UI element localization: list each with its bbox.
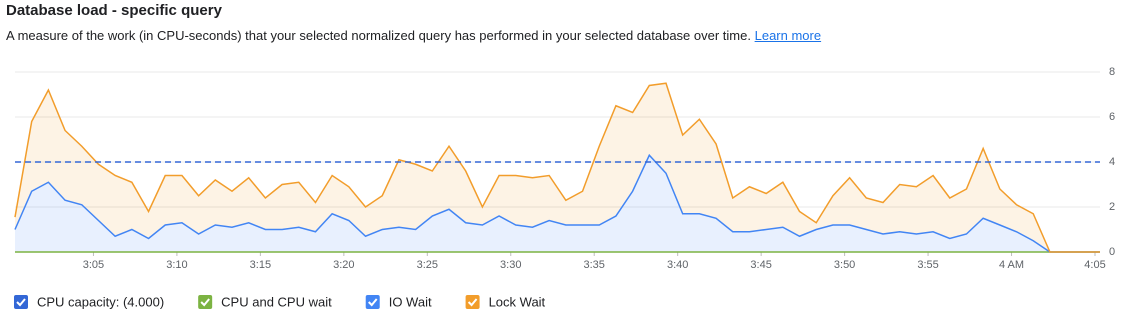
check-mark: [200, 298, 210, 307]
legend-checkbox[interactable]: [198, 295, 213, 309]
legend-item[interactable]: CPU and CPU wait: [198, 294, 332, 309]
x-tick-label: 3:40: [667, 259, 688, 271]
check-mark: [467, 298, 478, 307]
series-line: [14, 153, 1100, 253]
y-tick-label: 2: [1109, 201, 1115, 213]
legend-checkbox[interactable]: [14, 295, 28, 309]
x-tick-label: 3:45: [750, 259, 771, 271]
y-tick-label: 0: [1109, 246, 1115, 258]
y-tick-label: 8: [1109, 66, 1115, 78]
x-tick-label: 3:55: [917, 259, 938, 271]
legend-label: CPU capacity: (4.000): [37, 294, 164, 309]
subtitle-text: A measure of the work (in CPU-seconds) t…: [6, 28, 751, 43]
legend-label: CPU and CPU wait: [221, 294, 332, 309]
x-tick-label: 4:05: [1084, 259, 1105, 271]
x-tick-label: 4 AM: [999, 259, 1024, 271]
area-fill: [15, 83, 1100, 252]
legend-label: IO Wait: [389, 294, 432, 309]
x-tick-label: 3:15: [250, 259, 271, 271]
learn-more-link[interactable]: Learn more: [754, 28, 822, 43]
y-tick-label: 6: [1109, 111, 1115, 123]
legend-item[interactable]: Lock Wait: [465, 294, 546, 309]
x-tick-label: 3:30: [500, 259, 521, 271]
y-tick-label: 4: [1109, 156, 1115, 168]
chart-subtitle: A measure of the work (in CPU-seconds) t…: [6, 28, 821, 43]
area-fill: [15, 155, 1100, 252]
x-tick-label: 3:25: [417, 259, 438, 271]
check-mark: [16, 298, 26, 307]
x-tick-label: 3:35: [584, 259, 605, 271]
series-line: [14, 82, 1100, 253]
chart-title: Database load - specific query: [6, 2, 222, 19]
x-tick-label: 3:05: [83, 259, 104, 271]
legend-checkbox[interactable]: [365, 295, 380, 309]
legend-item[interactable]: IO Wait: [365, 294, 432, 309]
legend-item[interactable]: CPU capacity: (4.000): [14, 294, 164, 309]
x-tick-label: 3:50: [834, 259, 855, 271]
x-tick-label: 3:10: [166, 259, 187, 271]
check-mark: [368, 298, 378, 307]
legend-checkbox[interactable]: [465, 295, 480, 309]
x-tick-label: 3:20: [333, 259, 354, 271]
legend-label: Lock Wait: [489, 294, 546, 309]
